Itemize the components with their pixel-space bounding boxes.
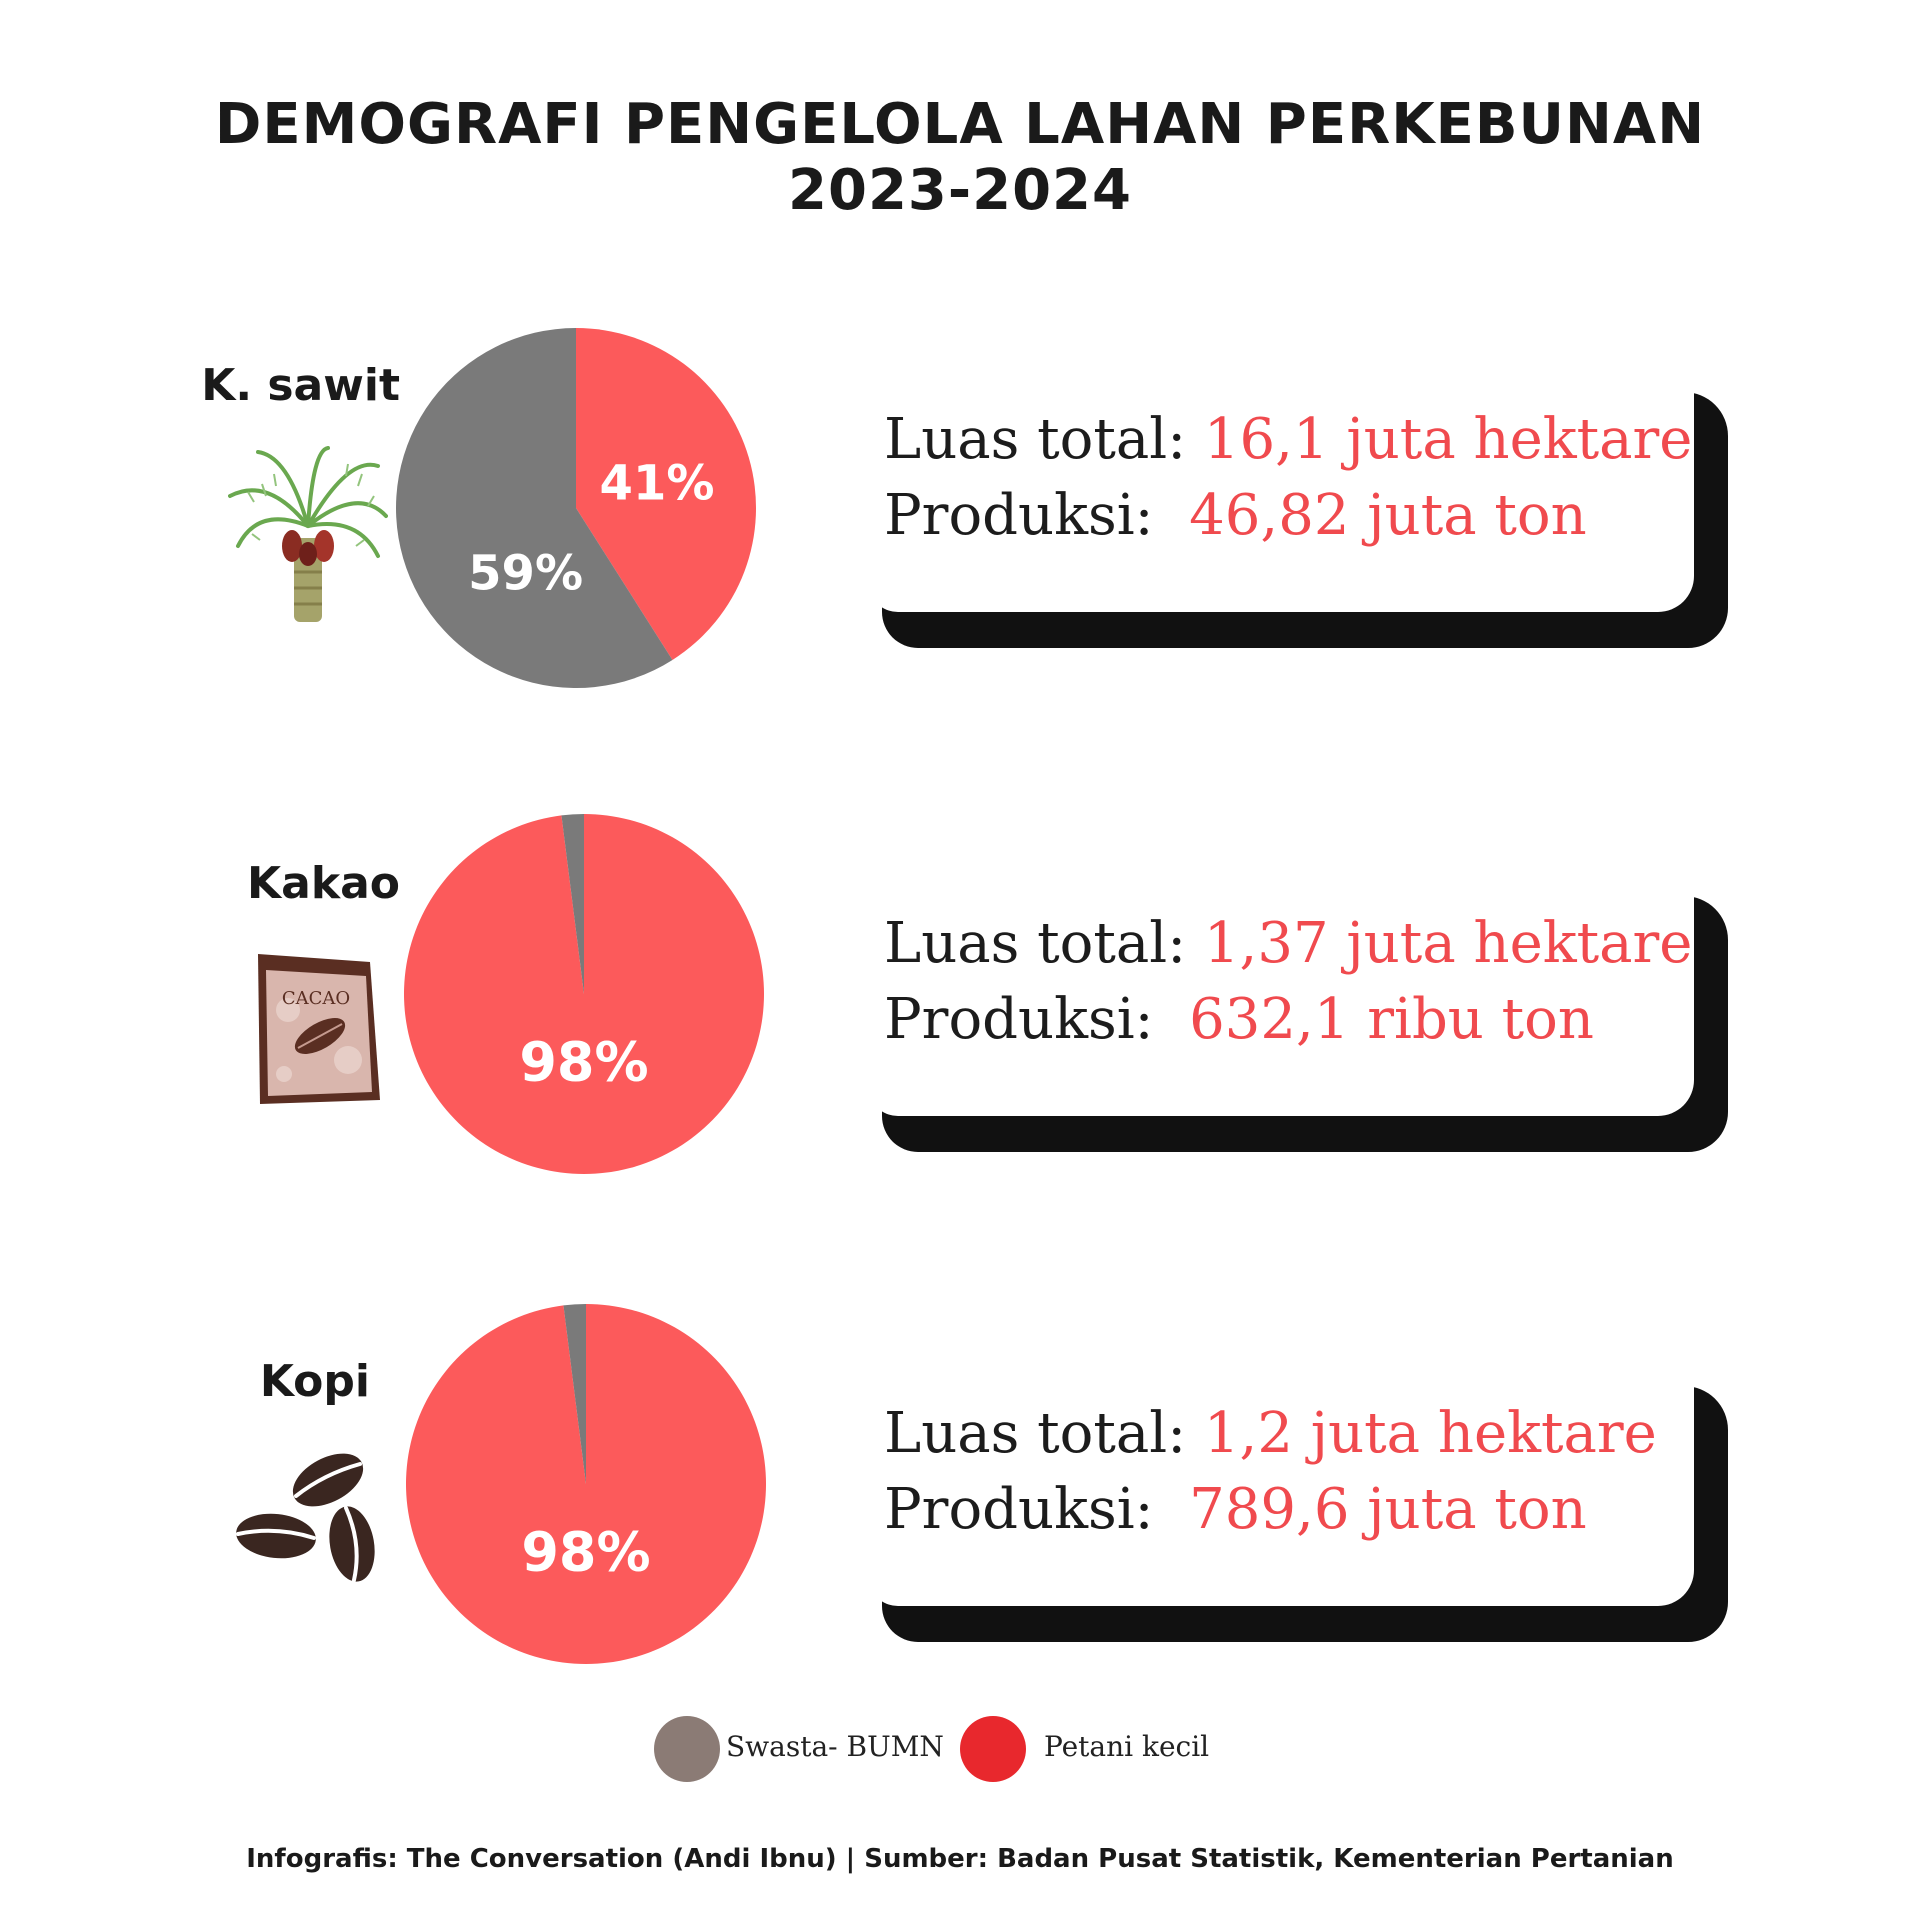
pie-value-label: 41% (600, 455, 715, 511)
luas-value: 1,37 juta hektare (1203, 911, 1693, 976)
crop-label-kopi: Kopi (259, 1356, 370, 1407)
luas-label: Luas total: (884, 1401, 1187, 1466)
luas-line: Luas total: 1,37 juta hektare (884, 912, 1692, 976)
page-title: DEMOGRAFI PENGELOLA LAHAN PERKEBUNAN 202… (0, 92, 1920, 224)
produksi-value: 632,1 ribu ton (1189, 987, 1594, 1052)
cacao-bag-icon: CACAO (258, 954, 380, 1104)
title-line-2: 2023-2024 (788, 158, 1132, 223)
title-line-1: DEMOGRAFI PENGELOLA LAHAN PERKEBUNAN (214, 92, 1706, 157)
pie-slice-petani-kecil (404, 814, 764, 1174)
pie-slice-swasta-bumn (396, 328, 673, 688)
pie-chart-kopi: 98% (406, 1304, 766, 1664)
luas-line: Luas total: 1,2 juta hektare (884, 1402, 1657, 1466)
crop-label-kakao: Kakao (247, 858, 400, 909)
produksi-line: Produksi: 632,1 ribu ton (884, 988, 1594, 1052)
produksi-line: Produksi: 46,82 juta ton (884, 484, 1587, 548)
luas-label: Luas total: (884, 407, 1187, 472)
luas-value: 1,2 juta hektare (1203, 1401, 1657, 1466)
luas-line: Luas total: 16,1 juta hektare (884, 408, 1692, 472)
pie-slice-swasta-bumn (561, 814, 584, 994)
source-footer: Infografis: The Conversation (Andi Ibnu)… (246, 1844, 1674, 1874)
produksi-label: Produksi: (884, 987, 1154, 1052)
palm-tree-icon (228, 446, 388, 622)
info-card-kakao: Luas total: 1,37 juta hektare Produksi: … (868, 860, 1728, 1152)
produksi-value: 46,82 juta ton (1189, 483, 1587, 548)
card-face: Luas total: 16,1 juta hektare Produksi: … (868, 356, 1694, 612)
produksi-line: Produksi: 789,6 juta ton (884, 1478, 1587, 1542)
cacao-bag-text: CACAO (282, 988, 350, 1009)
pie-slice-swasta-bumn (563, 1304, 586, 1484)
pie-chart-sawit: 41% 59% (396, 328, 756, 688)
coffee-beans-icon (236, 1453, 375, 1582)
produksi-label: Produksi: (884, 483, 1154, 548)
produksi-value: 789,6 juta ton (1189, 1477, 1587, 1542)
pie-value-label: 59% (468, 545, 583, 601)
legend-label-petani: Petani kecil (1044, 1730, 1210, 1763)
luas-label: Luas total: (884, 911, 1187, 976)
pie-chart-kakao: 98% (404, 814, 764, 1174)
info-card-sawit: Luas total: 16,1 juta hektare Produksi: … (868, 356, 1728, 648)
legend-swatch-swasta (654, 1716, 720, 1782)
card-face: Luas total: 1,37 juta hektare Produksi: … (868, 860, 1694, 1116)
legend-label-swasta: Swasta- BUMN (726, 1730, 944, 1763)
pie-value-label: 98% (521, 1521, 650, 1584)
info-card-kopi: Luas total: 1,2 juta hektare Produksi: 7… (868, 1350, 1728, 1642)
legend: Swasta- BUMN Petani kecil (654, 1714, 1294, 1784)
pie-slice-petani-kecil (576, 328, 756, 660)
crop-label-sawit: K. sawit (201, 360, 400, 411)
produksi-label: Produksi: (884, 1477, 1154, 1542)
pie-value-label: 98% (519, 1031, 648, 1094)
legend-swatch-petani (960, 1716, 1026, 1782)
card-face: Luas total: 1,2 juta hektare Produksi: 7… (868, 1350, 1694, 1606)
pie-slice-petani-kecil (406, 1304, 766, 1664)
luas-value: 16,1 juta hektare (1203, 407, 1693, 472)
